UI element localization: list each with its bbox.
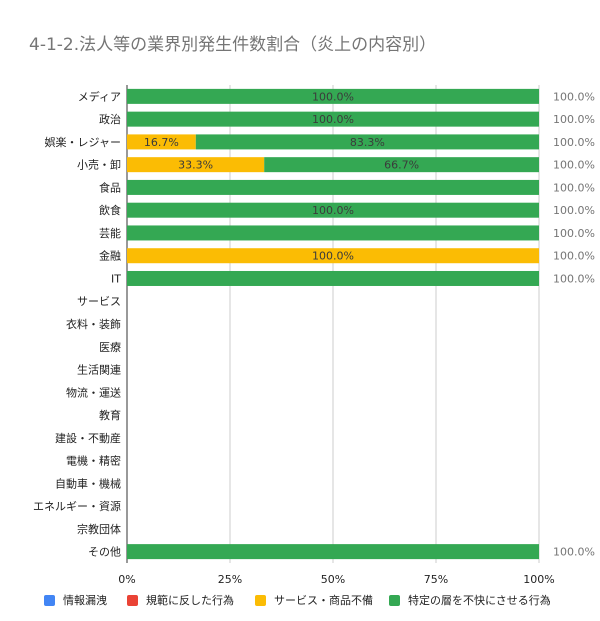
x-tick-label: 0%: [118, 573, 135, 586]
legend-item-norm-violation[interactable]: 規範に反した行為: [127, 592, 234, 608]
total-label: 100.0%: [553, 546, 595, 559]
data-label: 100.0%: [312, 250, 354, 263]
bar-segment: [127, 248, 539, 264]
total-label: 100.0%: [553, 113, 595, 126]
category-label: 金融: [99, 249, 121, 263]
category-label: 物流・運送: [66, 385, 121, 399]
legend-item-service-defect[interactable]: サービス・商品不備: [255, 592, 373, 608]
category-label: 医療: [99, 340, 121, 354]
category-label: 建設・不動産: [55, 431, 121, 445]
category-label: IT: [111, 272, 121, 285]
x-tick-label: 100%: [523, 573, 554, 586]
chart-title: 4-1-2.法人等の業界別発生件数割合（炎上の内容別）: [29, 35, 437, 55]
data-label: 83.3%: [350, 136, 385, 149]
total-label: 100.0%: [553, 136, 595, 149]
category-label: 宗教団体: [77, 522, 121, 536]
total-label: 100.0%: [553, 272, 595, 285]
legend-swatch-green: [389, 594, 400, 606]
total-label: 100.0%: [553, 90, 595, 103]
category-label: 芸能: [99, 226, 121, 240]
bar-segment: [127, 202, 539, 218]
legend-label: 規範に反した行為: [146, 594, 234, 607]
category-label: その他: [88, 546, 121, 559]
bar-segment: [127, 225, 539, 241]
bar-segment: [127, 544, 539, 560]
total-label: 100.0%: [553, 204, 595, 217]
data-label: 100.0%: [312, 113, 354, 126]
bar-segment: [264, 157, 539, 173]
legend-label: 情報漏洩: [63, 594, 107, 607]
data-label: 100.0%: [312, 90, 354, 103]
data-label: 100.0%: [312, 204, 354, 217]
category-label: エネルギー・資源: [33, 499, 121, 513]
x-tick-label: 75%: [424, 573, 448, 586]
category-label: サービス: [77, 295, 121, 308]
data-label: 33.3%: [178, 159, 213, 172]
legend: 情報漏洩 規範に反した行為 サービス・商品不備 特定の層を不快にさせる行為: [0, 592, 600, 610]
bar-segment: [127, 179, 539, 195]
legend-swatch-yellow: [255, 594, 266, 606]
category-label: 教育: [99, 408, 121, 422]
bar-segment: [127, 134, 196, 150]
legend-item-info-leak[interactable]: 情報漏洩: [44, 592, 107, 608]
data-label: 16.7%: [144, 136, 179, 149]
total-label: 100.0%: [553, 181, 595, 194]
category-label: 小売・卸: [77, 158, 121, 172]
bar-segment: [127, 111, 539, 127]
x-tick-label: 25%: [218, 573, 242, 586]
category-label: 生活関連: [77, 363, 121, 377]
legend-swatch-red: [127, 594, 138, 606]
total-label: 100.0%: [553, 159, 595, 172]
category-label: 食品: [99, 180, 121, 194]
bar-segment: [127, 270, 539, 286]
legend-swatch-blue: [44, 594, 55, 606]
category-label: メディア: [78, 89, 121, 103]
category-label: 政治: [99, 112, 121, 126]
category-label: 電機・精密: [66, 454, 121, 468]
category-label: 衣料・装飾: [66, 317, 121, 331]
legend-label: サービス・商品不備: [274, 594, 373, 607]
bar-segment: [127, 157, 265, 173]
bar-segment: [127, 88, 539, 104]
data-label: 66.7%: [384, 159, 419, 172]
category-label: 飲食: [99, 203, 121, 217]
total-label: 100.0%: [553, 227, 595, 240]
total-label: 100.0%: [553, 250, 595, 263]
legend-label: 特定の層を不快にさせる行為: [408, 594, 551, 607]
bar-segment: [195, 134, 539, 150]
category-label: 自動車・機械: [55, 476, 121, 490]
legend-item-offensive[interactable]: 特定の層を不快にさせる行為: [389, 592, 551, 608]
x-tick-label: 50%: [321, 573, 345, 586]
category-label: 娯楽・レジャー: [45, 135, 121, 149]
